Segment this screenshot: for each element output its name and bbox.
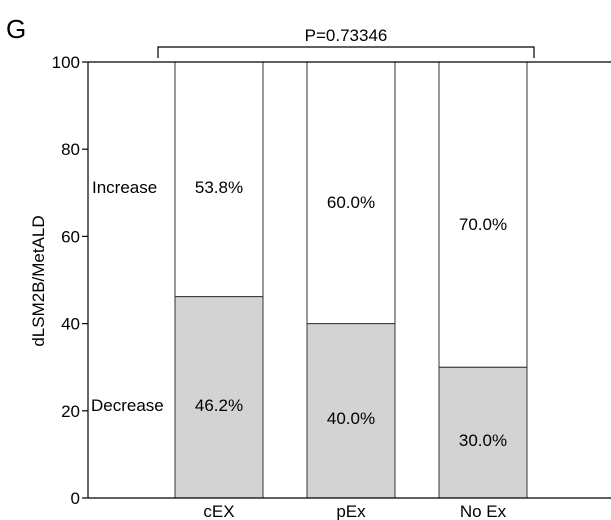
bar-decrease-0 xyxy=(174,296,264,499)
y-tick-label-4: 80 xyxy=(61,140,80,159)
bar-increase-2 xyxy=(438,61,528,368)
y-tick-label-3: 60 xyxy=(61,227,80,246)
y-tick-label-1: 20 xyxy=(61,402,80,421)
p-value-annotation: P=0.73346 xyxy=(305,26,388,45)
data-label-increase-1: 60.0% xyxy=(327,193,375,212)
panel-label: G xyxy=(6,14,26,44)
y-axis-label: dLSM2B/MetALD xyxy=(29,215,48,346)
series-label-decrease: Decrease xyxy=(91,396,164,415)
data-label-increase-0: 53.8% xyxy=(195,178,243,197)
plot-area: cEX pEx No Ex 53.8% 46.2% 60.0% 40.0% 70.0% 30.0… xyxy=(52,26,611,520)
y-tick-label-5: 100 xyxy=(52,53,80,72)
data-label-decrease-0: 46.2% xyxy=(195,396,243,415)
x-tick-label-2: No Ex xyxy=(460,502,507,520)
series-label-increase: Increase xyxy=(92,178,157,197)
bar-increase-1 xyxy=(306,61,396,325)
y-tick-label-2: 40 xyxy=(61,315,80,334)
bar-decrease-2 xyxy=(438,366,528,499)
x-tick-label-0: cEX xyxy=(203,502,234,520)
y-tick-label-0: 0 xyxy=(71,489,80,508)
bar-increase-0 xyxy=(174,61,264,298)
data-label-decrease-2: 30.0% xyxy=(459,431,507,450)
data-label-increase-2: 70.0% xyxy=(459,215,507,234)
x-tick-label-1: pEx xyxy=(336,502,366,520)
data-label-decrease-1: 40.0% xyxy=(327,409,375,428)
significance-bracket xyxy=(157,46,535,58)
